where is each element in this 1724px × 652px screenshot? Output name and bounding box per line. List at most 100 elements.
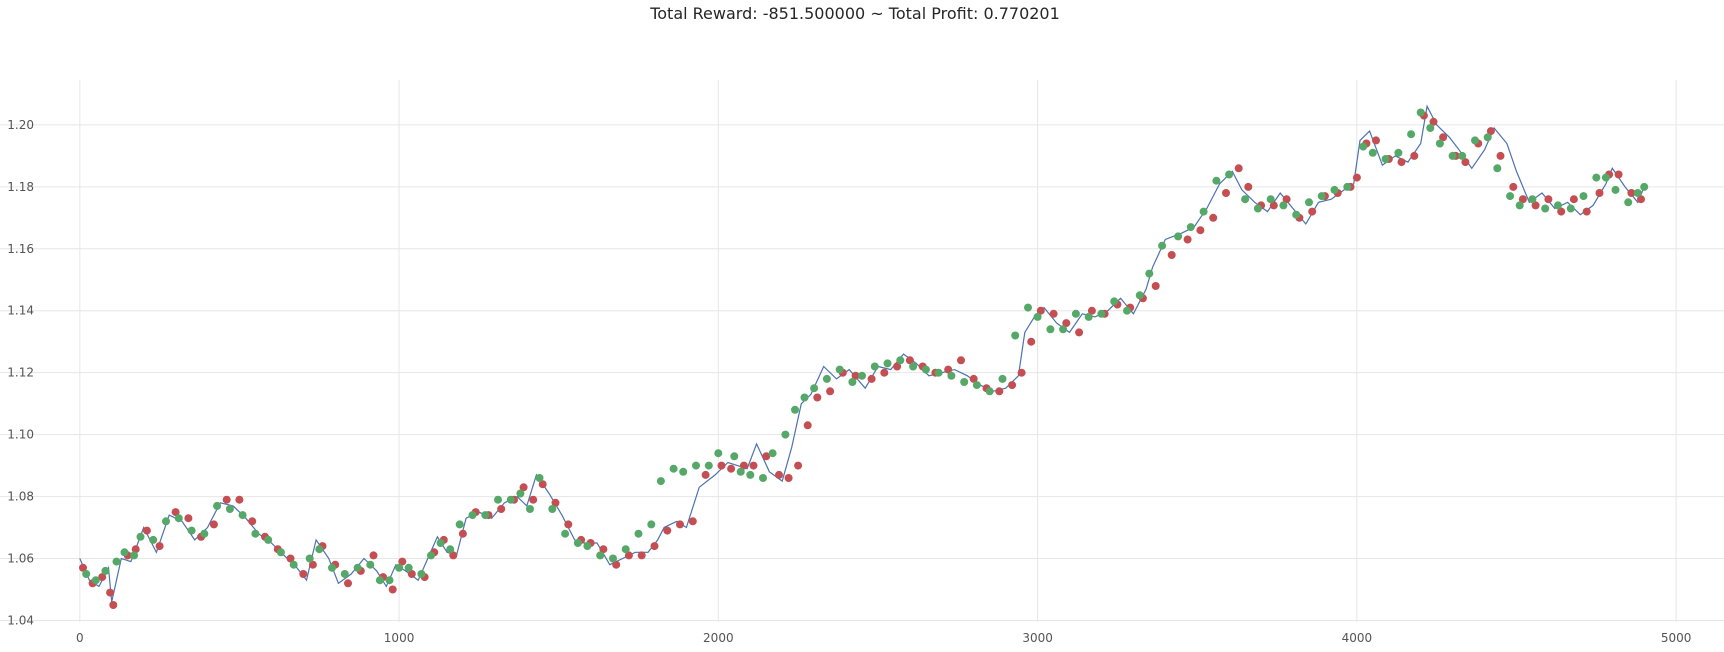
short-position-point [1531,201,1540,210]
short-position-point [398,557,407,566]
long-position-point [120,548,129,557]
long-position-point [112,557,121,566]
short-position-point [171,508,180,517]
short-position-point [1062,319,1071,328]
long-position-point [1186,223,1195,232]
long-position-point [174,514,183,523]
short-position-point [784,474,793,482]
long-position-point [768,449,777,458]
short-position-point [551,498,560,507]
long-position-point [1458,151,1467,160]
short-position-point [1439,133,1448,142]
short-position-point [688,517,697,526]
x-tick-label: 5000 [1661,631,1692,645]
tick-labels: 0 1000 2000 3000 4000 5000 1.04 1.06 1.08 1.10 1.1… [7,118,1691,645]
short-position-point [1637,195,1645,204]
long-position-point [909,362,918,371]
short-position-point [851,371,860,380]
long-position-point [800,393,809,402]
short-position-point [1027,337,1036,346]
short-position-point [663,526,672,535]
short-position-point [222,495,231,504]
long-position-point [375,576,384,585]
long-position-point [91,576,100,585]
long-position-point [1528,195,1537,204]
long-position-point [1266,195,1275,204]
long-position-point [200,529,209,538]
long-position-point [759,474,767,482]
long-position-point [548,505,557,513]
short-position-point [369,551,378,560]
long-position-point [883,359,892,368]
long-position-point [1253,204,1262,213]
long-position-point [289,560,298,569]
long-position-point [736,467,745,476]
short-position-point [762,452,771,461]
y-tick-label: 1.14 [7,304,34,318]
short-position-point [1151,282,1160,290]
short-position-point [1269,201,1278,210]
short-position-point [676,520,684,529]
long-position-point [1416,108,1425,117]
long-position-point [1394,148,1403,157]
long-position-point [1407,130,1416,139]
price-line [79,104,1645,603]
long-position-point [1601,173,1610,182]
short-position-point [1582,207,1591,216]
long-position-point [746,470,755,479]
long-position-point [305,554,314,563]
long-position-point [395,563,404,572]
long-position-point [835,365,844,374]
short-position-point [1627,189,1636,197]
long-position-point [1024,303,1032,312]
long-position-point [213,501,222,510]
long-position-point [1579,192,1588,201]
short-position-point [1234,164,1243,173]
long-position-point [1633,189,1642,197]
long-position-point [468,511,477,520]
short-position-point [637,551,646,560]
short-position-point [717,461,726,470]
short-position-point [1397,158,1406,167]
short-position-point [344,579,352,588]
long-position-point [634,529,643,538]
long-position-point [187,526,196,535]
long-position-point [1435,139,1444,148]
long-position-point [1059,325,1068,334]
long-position-point [516,489,525,498]
long-position-point [1084,312,1093,321]
long-position-point [1359,142,1368,151]
short-position-point [1461,158,1470,167]
short-position-point [564,520,573,529]
long-position-point [679,467,688,476]
short-position-point [1244,182,1253,191]
short-position-point [1614,170,1623,179]
long-position-point [1611,185,1620,194]
long-position-point [1110,297,1119,306]
long-position-point [714,449,723,458]
long-position-point [870,362,879,371]
short-position-point [612,560,621,569]
y-tick-label: 1.16 [7,242,34,256]
long-position-point [647,520,656,529]
plot-area [79,104,1649,609]
y-tick-label: 1.06 [7,552,34,566]
long-position-point [225,505,234,513]
long-position-point [858,371,866,380]
short-position-point [449,551,458,560]
short-position-point [1557,207,1566,216]
short-position-point [905,356,914,365]
x-tick-label: 1000 [384,631,415,645]
short-position-point [388,585,397,594]
long-position-point [1158,241,1167,250]
long-position-point [1145,269,1154,278]
long-position-point [1541,204,1550,213]
long-position-point [1448,151,1457,160]
x-tick-label: 2000 [703,631,734,645]
short-position-point [1282,195,1291,204]
long-position-point [947,371,956,380]
long-position-point [583,542,592,551]
long-position-point [791,405,799,414]
long-position-point [704,461,713,470]
